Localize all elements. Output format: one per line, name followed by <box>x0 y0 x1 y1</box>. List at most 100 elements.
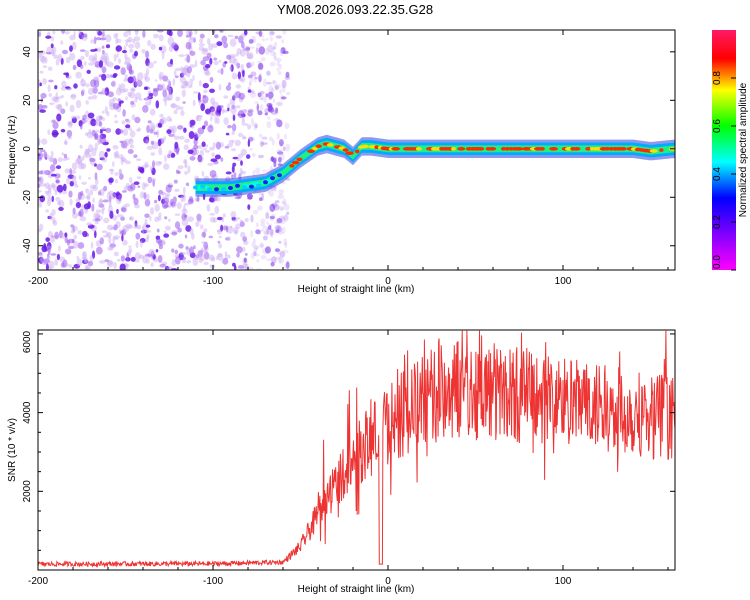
noise-speckle <box>185 225 192 232</box>
noise-speckle <box>174 67 181 72</box>
noise-speckle <box>129 130 136 138</box>
noise-speckle <box>251 90 255 95</box>
noise-speckle <box>203 241 209 250</box>
noise-speckle <box>86 192 91 201</box>
noise-speckle <box>69 168 73 175</box>
noise-speckle <box>192 257 199 266</box>
ridge-hotspot <box>605 147 610 151</box>
noise-speckle <box>112 192 117 198</box>
noise-speckle <box>257 205 263 211</box>
noise-speckle <box>286 211 290 215</box>
ridge-hotspot <box>500 147 507 151</box>
noise-speckle <box>277 151 284 155</box>
noise-speckle <box>129 88 136 92</box>
noise-speckle <box>272 46 276 50</box>
noise-speckle <box>242 48 246 51</box>
noise-speckle <box>158 244 163 250</box>
noise-speckle <box>39 82 42 87</box>
noise-speckle <box>189 50 196 56</box>
noise-speckle <box>116 214 124 218</box>
noise-speckle <box>214 154 221 160</box>
noise-speckle <box>237 110 245 119</box>
noise-speckle <box>279 139 284 147</box>
ridge-hotspot <box>315 144 322 148</box>
noise-speckle <box>164 193 171 197</box>
noise-speckle <box>38 138 41 146</box>
noise-speckle <box>38 203 42 208</box>
noise-speckle <box>145 58 150 67</box>
noise-speckle <box>158 189 164 195</box>
noise-speckle <box>128 91 136 99</box>
noise-speckle <box>72 207 76 215</box>
noise-speckle <box>254 76 257 83</box>
noise-speckle <box>51 209 56 216</box>
noise-speckle <box>107 91 114 98</box>
noise-speckle <box>38 228 42 233</box>
noise-speckle <box>276 132 280 140</box>
colorbar-label: Normalized spectral amplitude <box>738 82 749 217</box>
noise-speckle <box>282 198 287 207</box>
noise-speckle <box>92 184 98 192</box>
ridge-hotspot <box>451 147 456 151</box>
noise-speckle <box>48 93 53 97</box>
noise-speckle <box>134 50 138 57</box>
noise-speckle <box>252 169 256 177</box>
noise-speckle <box>159 263 166 268</box>
noise-speckle <box>260 218 266 223</box>
noise-speckle <box>232 227 239 234</box>
noise-speckle <box>89 254 94 262</box>
noise-speckle <box>266 81 272 85</box>
noise-speckle <box>175 256 181 265</box>
noise-speckle <box>258 133 263 138</box>
noise-speckle <box>269 61 276 67</box>
noise-speckle <box>234 35 239 40</box>
noise-speckle <box>133 154 138 159</box>
noise-speckle <box>93 53 98 61</box>
noise-speckle <box>99 136 107 144</box>
noise-speckle <box>46 190 52 197</box>
noise-speckle <box>269 203 276 212</box>
noise-speckle <box>191 233 195 240</box>
noise-speckle <box>43 261 48 265</box>
noise-speckle <box>209 88 215 94</box>
noise-speckle <box>39 149 46 153</box>
noise-speckle <box>268 136 273 142</box>
noise-speckle <box>59 230 63 239</box>
noise-speckle <box>65 248 72 255</box>
noise-speckle <box>50 253 57 256</box>
noise-speckle <box>229 65 233 72</box>
noise-speckle <box>225 132 230 136</box>
noise-speckle <box>57 103 63 112</box>
noise-speckle <box>118 129 124 134</box>
noise-speckle <box>83 61 87 66</box>
noise-speckle <box>257 62 264 70</box>
noise-speckle <box>110 74 114 78</box>
noise-speckle <box>225 237 230 241</box>
snr-x-tick-label: -100 <box>203 576 223 587</box>
noise-speckle <box>81 90 84 97</box>
noise-speckle <box>270 261 275 267</box>
noise-speckle <box>95 246 103 255</box>
noise-speckle <box>186 260 192 264</box>
noise-speckle <box>182 259 187 264</box>
noise-speckle <box>132 226 139 229</box>
noise-speckle <box>123 138 131 147</box>
noise-speckle <box>154 203 160 212</box>
noise-speckle <box>164 155 167 163</box>
noise-speckle <box>64 232 68 238</box>
noise-speckle <box>128 248 133 253</box>
noise-speckle <box>209 76 214 83</box>
noise-speckle <box>254 167 261 175</box>
noise-speckle <box>90 241 94 249</box>
spectrogram-frame <box>37 29 676 271</box>
noise-speckle <box>41 138 48 145</box>
noise-speckle <box>265 212 270 220</box>
noise-speckle <box>167 153 171 159</box>
noise-speckle <box>220 157 224 162</box>
noise-speckle <box>123 185 130 191</box>
noise-speckle <box>41 245 48 253</box>
noise-speckle <box>266 221 269 226</box>
noise-speckle <box>270 110 277 115</box>
noise-speckle <box>153 131 158 135</box>
